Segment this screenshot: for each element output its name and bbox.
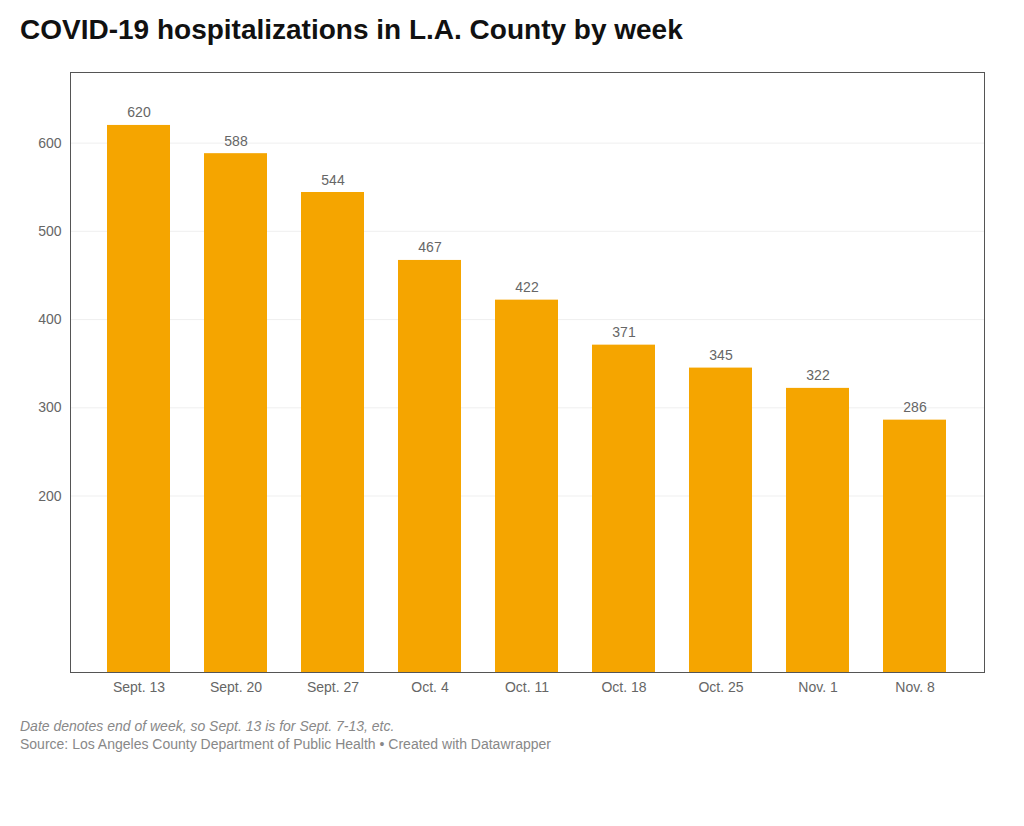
svg-text:300: 300 [38,399,62,415]
svg-text:Sept. 20: Sept. 20 [210,679,262,695]
svg-text:422: 422 [515,279,539,295]
svg-text:Nov. 1: Nov. 1 [798,679,838,695]
svg-text:Sept. 27: Sept. 27 [307,679,359,695]
svg-text:588: 588 [224,133,248,149]
svg-text:467: 467 [418,239,442,255]
html-text:COVID-19 hospitalizations in L: COVID-19 hospitalizations in L.A. County… [20,14,683,45]
svg-text:322: 322 [806,367,830,383]
html-text:Date denotes end of week, so S: Date denotes end of week, so Sept. 13 is… [20,718,395,734]
svg-text:500: 500 [38,223,62,239]
svg-text:400: 400 [38,311,62,327]
svg-text:620: 620 [127,104,151,120]
svg-text:Oct. 4: Oct. 4 [411,679,449,695]
svg-text:286: 286 [903,399,927,415]
svg-text:Oct. 11: Oct. 11 [505,679,549,695]
svg-text:600: 600 [38,135,62,151]
svg-text:200: 200 [38,488,62,504]
svg-text:371: 371 [612,324,636,340]
svg-text:Nov. 8: Nov. 8 [895,679,935,695]
svg-text:544: 544 [321,172,345,188]
html-text:Source: Los Angeles County Dep: Source: Los Angeles County Department of… [20,736,551,752]
svg-text:Sept. 13: Sept. 13 [113,679,165,695]
svg-text:345: 345 [709,347,733,363]
svg-text:Oct. 18: Oct. 18 [601,679,646,695]
svg-text:Oct. 25: Oct. 25 [698,679,743,695]
